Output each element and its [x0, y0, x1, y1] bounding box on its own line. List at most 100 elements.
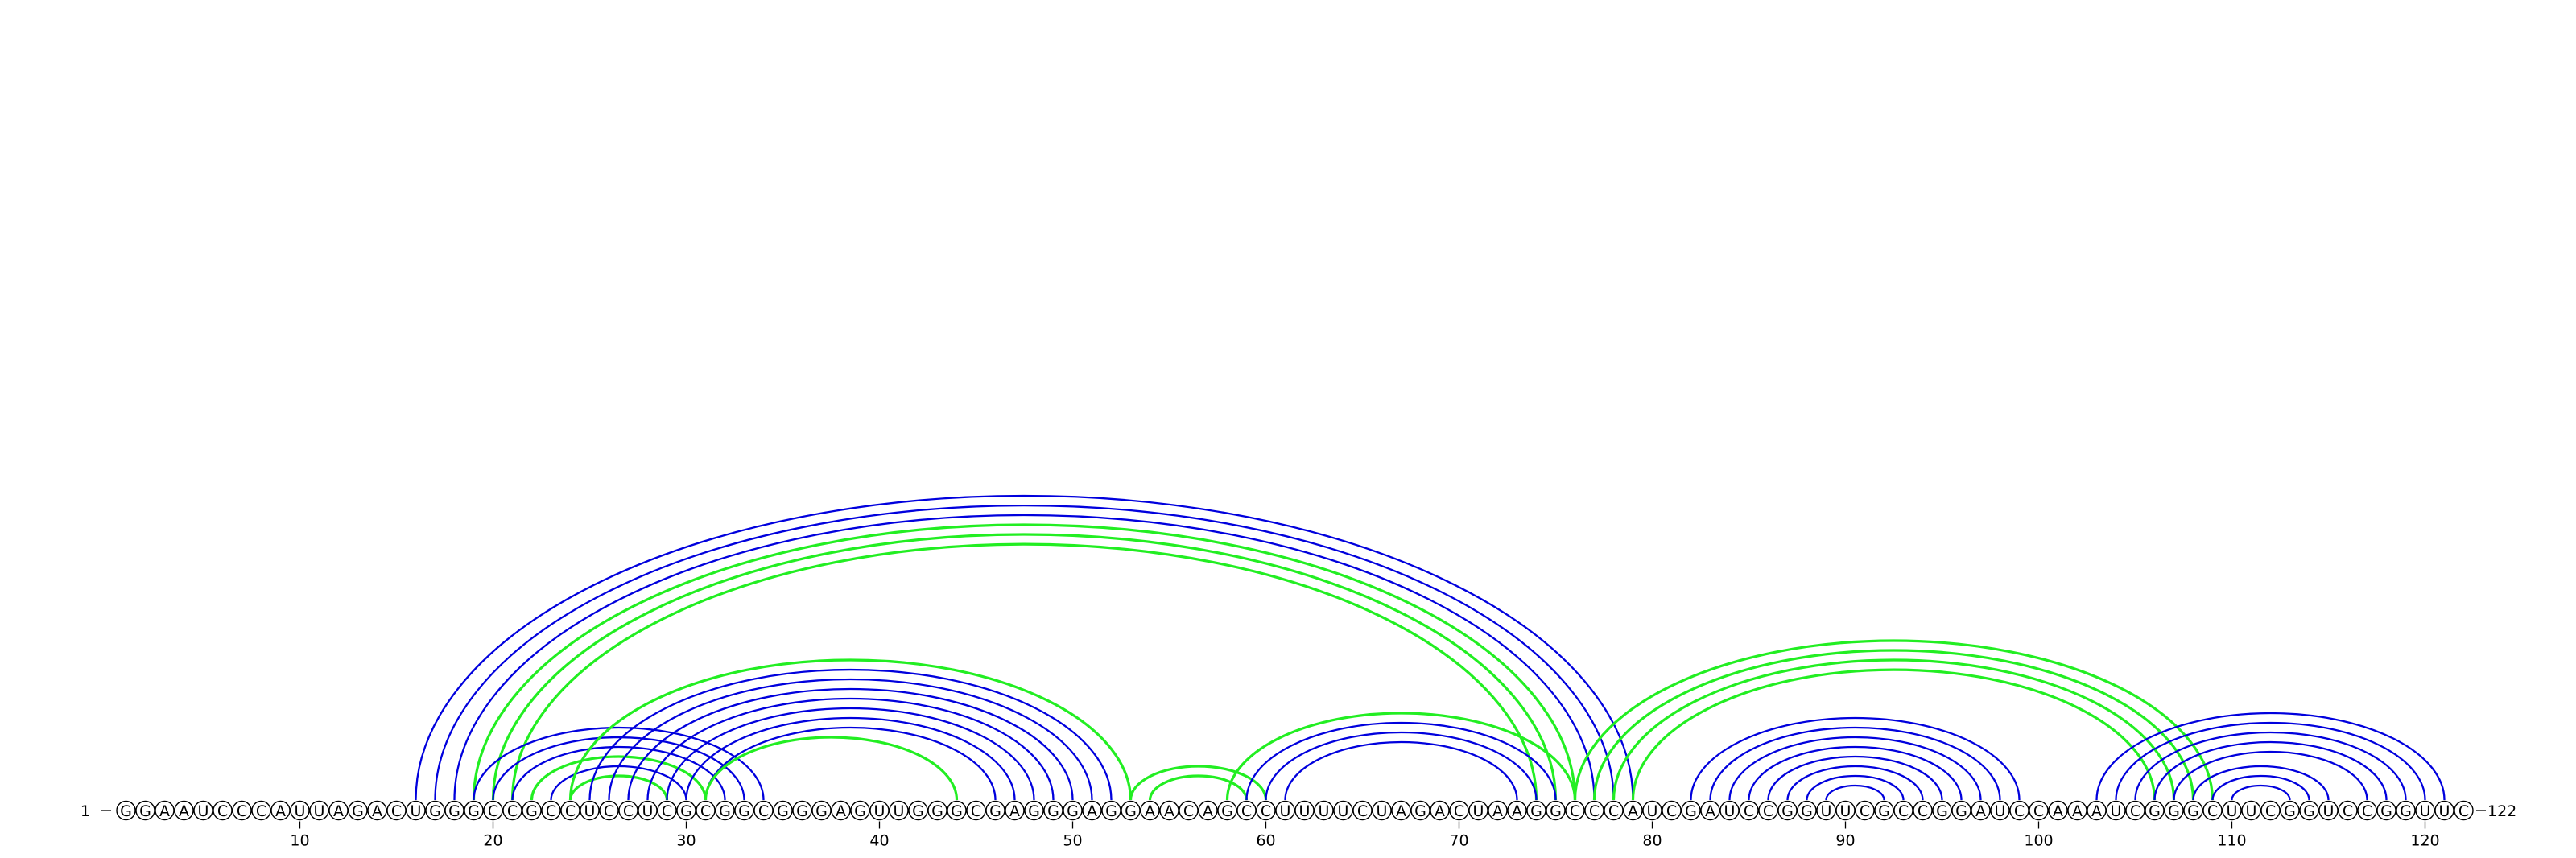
nucleotide-circle	[425, 800, 445, 821]
nucleotide-letter: C	[2207, 802, 2218, 820]
nucleotide-circle	[1719, 800, 1740, 821]
nucleotide-circle	[1971, 800, 1991, 821]
nucleotide-circle	[2087, 800, 2107, 821]
axis-tick-label: 50	[1063, 832, 1082, 850]
nucleotide-letter: U	[1338, 802, 1349, 820]
nucleotide-circle	[2067, 800, 2087, 821]
nucleotide-circle	[2280, 800, 2300, 821]
green-arc-24-53	[568, 658, 1133, 801]
nucleotide-letter: A	[1435, 802, 1445, 820]
nucleotide-circle	[116, 800, 136, 821]
axis-tick-label: 110	[2217, 832, 2246, 850]
nucleotide-circle	[2029, 800, 2049, 821]
nucleotide-circle	[1584, 800, 1604, 821]
nucleotide-circle	[715, 800, 735, 821]
nucleotide-circle	[2048, 800, 2068, 821]
nucleotide-letter: A	[836, 802, 846, 820]
nucleotide-circle	[2106, 800, 2126, 821]
nucleotide-circle	[792, 800, 812, 821]
nucleotide-letter: G	[1801, 802, 1813, 820]
nucleotide-letter: G	[1781, 802, 1794, 820]
blue-arc-25-52	[588, 668, 1113, 801]
nucleotide-circle	[502, 800, 522, 821]
nucleotide-circle	[1468, 800, 1488, 821]
nucleotide-letter: A	[2072, 802, 2083, 820]
nucleotide-circle	[734, 800, 754, 821]
nucleotide-letter: C	[565, 802, 576, 820]
nucleotide-letter: G	[1878, 802, 1890, 820]
nucleotide-circle	[1275, 800, 1295, 821]
green-arc-58-76	[1225, 712, 1577, 801]
nucleotide-circle	[1951, 800, 1971, 821]
nucleotide-circle	[1526, 800, 1546, 821]
nucleotide-letter: A	[1087, 802, 1097, 820]
nucleotide-circle	[811, 800, 832, 821]
nucleotide-letter: U	[874, 802, 886, 820]
nucleotide-letter: C	[1898, 802, 1909, 820]
nucleotide-letter: C	[1570, 802, 1580, 820]
nucleotide-letter: A	[2091, 802, 2102, 820]
blue-arc-89-92	[1825, 784, 1885, 801]
nucleotide-circle	[908, 800, 928, 821]
nucleotide-letter: C	[604, 802, 614, 820]
nucleotide-circle	[1391, 800, 1411, 821]
nucleotide-letter: C	[1261, 802, 1271, 820]
nucleotide-circle	[2164, 800, 2184, 821]
nucleotide-circle	[1565, 800, 1585, 821]
nucleotide-letter: C	[700, 802, 711, 820]
nucleotide-circle	[560, 800, 580, 821]
nucleotide-circle	[1256, 800, 1276, 821]
nucleotide-letter: C	[2265, 802, 2276, 820]
nucleotide-circle	[270, 800, 291, 821]
green-arc-76-109	[1573, 639, 2215, 801]
blue-arc-18-77	[453, 514, 1596, 801]
sequence-start-label: 1	[80, 802, 90, 820]
nucleotide-letter: G	[1550, 802, 1562, 820]
nucleotide-circle	[155, 800, 175, 821]
nucleotide-circle	[1430, 800, 1450, 821]
nucleotide-circle	[1024, 800, 1044, 821]
nucleotide-circle	[889, 800, 909, 821]
nucleotide-letter: C	[1183, 802, 1194, 820]
nucleotide-letter: A	[333, 802, 344, 820]
sequence-end-label: 122	[2487, 802, 2516, 820]
nucleotide-letter: C	[1860, 802, 1870, 820]
nucleotide-letter: A	[1145, 802, 1155, 820]
nucleotide-circle	[1333, 800, 1353, 821]
nucleotide-letter: G	[1125, 802, 1137, 820]
nucleotide-circle	[2009, 800, 2029, 821]
nucleotide-circle	[1082, 800, 1102, 821]
nucleotide-circle	[483, 800, 503, 821]
nucleotide-circle	[348, 800, 368, 821]
nucleotide-circle	[1797, 800, 1817, 821]
nucleotide-letter: U	[1647, 802, 1658, 820]
nucleotide-circle	[696, 800, 716, 821]
blue-arc-106-118	[2153, 740, 2388, 801]
green-arc-53-60	[1129, 765, 1268, 801]
nucleotide-circle	[174, 800, 194, 821]
blue-arc-82-99	[1690, 716, 2021, 801]
nucleotide-circle	[1236, 800, 1257, 821]
nucleotide-letter: C	[546, 802, 556, 820]
nucleotide-letter: A	[372, 802, 382, 820]
nucleotide-circle	[1681, 800, 1701, 821]
nucleotide-circle	[1449, 800, 1469, 821]
nucleotide-circle	[1352, 800, 1373, 821]
nucleotide-circle	[927, 800, 947, 821]
nucleotide-letter: G	[468, 802, 480, 820]
blue-arc-86-95	[1767, 755, 1943, 801]
nucleotide-letter: C	[1357, 802, 1368, 820]
nucleotide-letter: G	[854, 802, 866, 820]
nucleotide-letter: G	[777, 802, 789, 820]
nucleotide-letter: C	[2362, 802, 2372, 820]
nucleotide-circle	[2357, 800, 2377, 821]
nucleotide-letter: C	[2130, 802, 2140, 820]
blue-arc-105-119	[2134, 731, 2407, 801]
nucleotide-letter: G	[2187, 802, 2199, 820]
nucleotide-circle	[1546, 800, 1566, 821]
green-arc-19-76	[472, 523, 1577, 801]
blue-arc-19-34	[473, 726, 765, 801]
blue-arc-84-97	[1728, 736, 1982, 801]
nucleotide-letter: U	[2246, 802, 2257, 820]
nucleotide-letter: C	[2458, 802, 2469, 820]
